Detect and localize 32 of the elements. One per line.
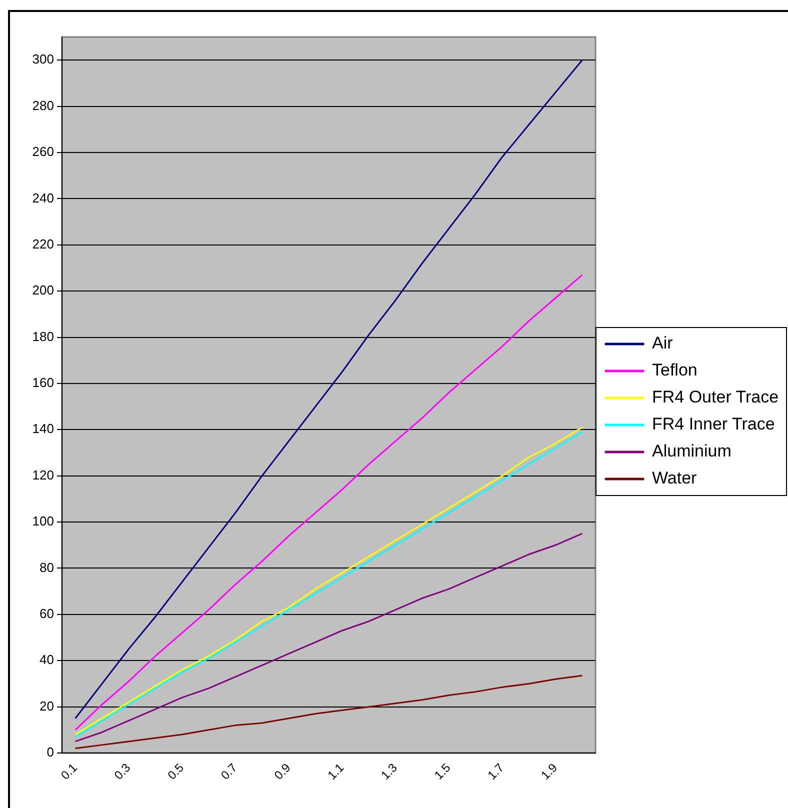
- x-tick-label: 1.7: [484, 760, 507, 782]
- x-tick-label: 0.7: [218, 760, 240, 782]
- y-tick-label: 180: [32, 328, 54, 344]
- legend-label: Water: [652, 468, 698, 488]
- x-tick-label: 0.1: [58, 760, 80, 782]
- x-tick-label: 0.5: [164, 760, 187, 782]
- y-tick-label: 60: [40, 606, 54, 622]
- y-tick-label: 40: [40, 652, 54, 668]
- y-tick-label: 240: [32, 190, 54, 206]
- y-tick-label: 0: [46, 744, 54, 760]
- legend-label: Teflon: [652, 360, 698, 380]
- y-tick-label: 20: [40, 698, 54, 714]
- x-tick-label: 1.3: [378, 760, 400, 782]
- y-tick-label: 280: [32, 98, 54, 113]
- y-tick-label: 220: [32, 236, 54, 252]
- y-tick-label: 100: [32, 514, 54, 529]
- y-tick-label: 200: [32, 282, 54, 298]
- y-tick-label: 80: [40, 560, 54, 575]
- legend-label: Air: [652, 334, 674, 353]
- x-tick-label: 0.3: [111, 760, 134, 782]
- legend-label: FR4 Outer Trace: [652, 388, 779, 407]
- x-tick-label: 1.1: [324, 760, 347, 782]
- y-tick-label: 260: [32, 144, 54, 160]
- x-tick-label: 1.5: [432, 760, 454, 782]
- x-tick-label: 1.9: [538, 760, 560, 782]
- y-tick-label: 120: [32, 467, 54, 482]
- legend-label: Aluminium: [652, 442, 732, 461]
- y-tick-label: 160: [32, 375, 54, 390]
- legend-label: FR4 Inner Trace: [652, 414, 775, 434]
- y-tick-label: 140: [32, 421, 54, 436]
- x-tick-label: 0.9: [272, 760, 294, 782]
- y-tick-label: 300: [32, 52, 54, 67]
